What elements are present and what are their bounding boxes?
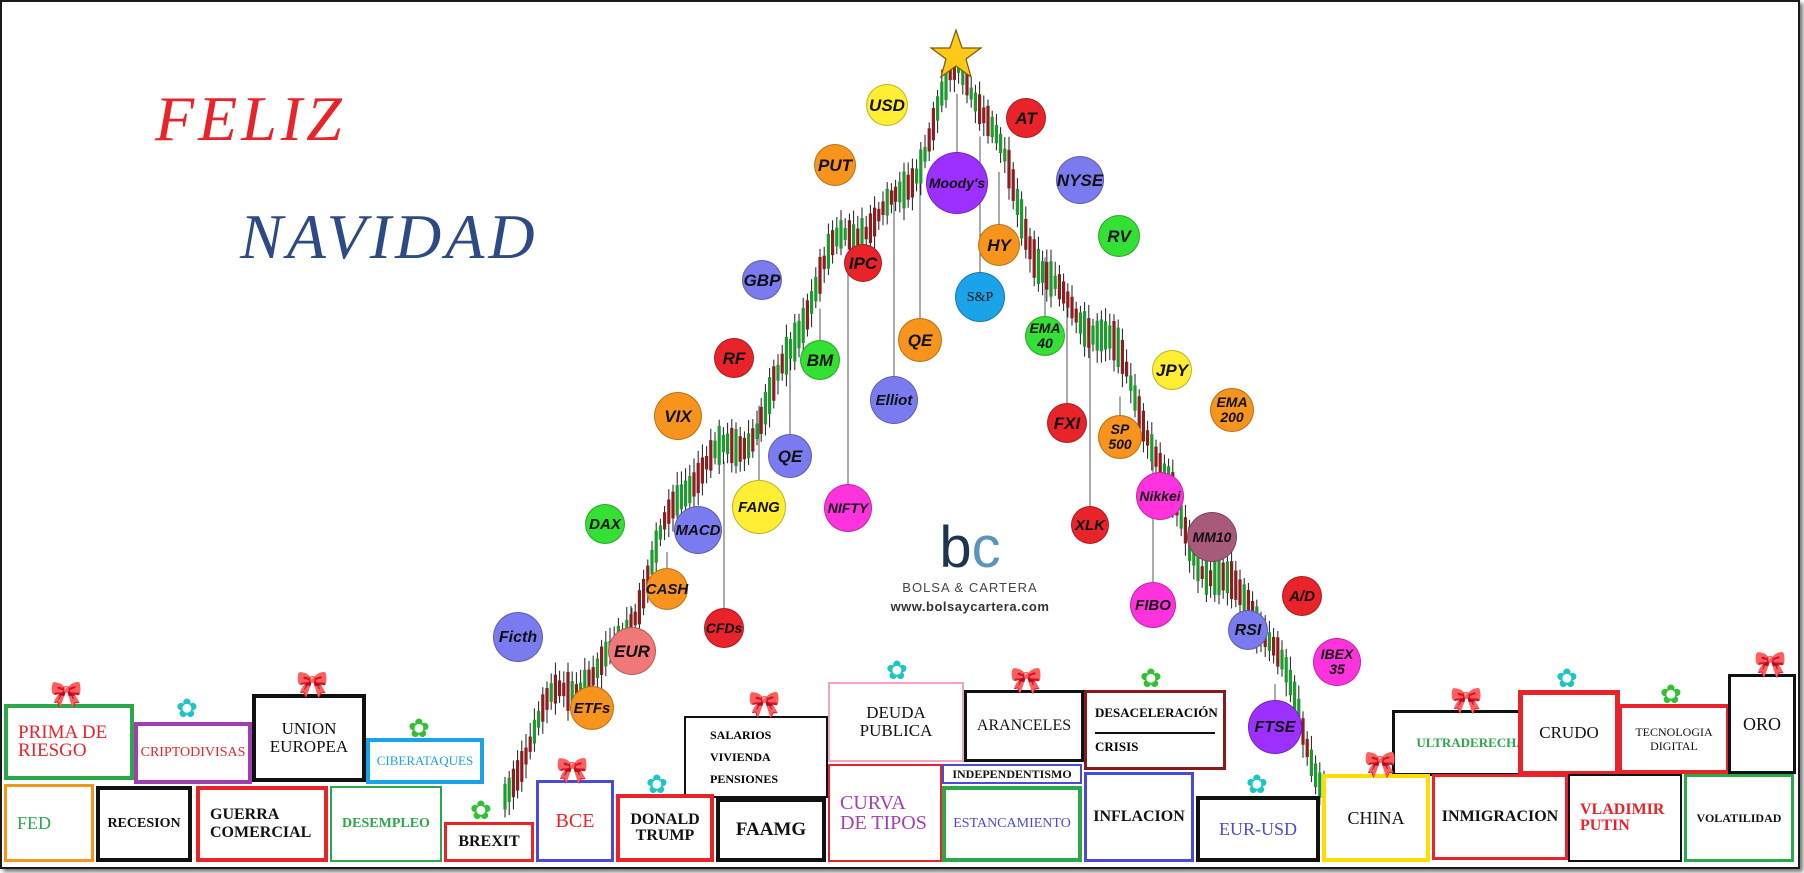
ornament-ball: QE [898,318,942,362]
gift-box: INMIGRACION [1432,774,1568,860]
logo-mark: bc [939,515,1001,580]
gift-bow-icon: ✿ [176,694,198,723]
gift-line: PENSIONES [710,772,779,786]
ornament-ball: EUR [608,627,656,675]
gift-bow-icon: 🎀 [1754,650,1787,679]
gift-box: BREXIT [444,822,534,862]
gift-box: CIBERATAQUES [366,738,484,784]
ornament-ball: Nikkei [1136,472,1184,520]
ornament-ball: FTSE [1248,700,1302,754]
gift-box: DESEMPLEO [330,786,442,862]
gift-box: VLADIMIR PUTIN [1568,774,1682,862]
ornament-ball: Moody's [926,152,988,214]
gift-box: DONALD TRUMP [616,794,714,862]
gift-bow-icon: ✿ [1660,680,1682,709]
gift-bow-icon: ✿ [470,796,492,825]
ornament-ball: VIX [654,392,702,440]
gift-box: CURVA DE TIPOS [828,764,942,862]
ornament-ball: FANG [732,480,786,534]
gift-box: TECNOLOGIA DIGITAL [1618,704,1730,774]
gift-bow-icon: 🎀 [296,670,329,699]
gift-box: RECESION [96,786,192,862]
ornament-ball: USD [866,84,908,126]
gift-box: EUR-USD [1196,796,1320,862]
ornament-ball: SP 500 [1098,415,1142,459]
ornament-ball: Ficth [493,612,543,662]
ornament-ball: GBP [742,260,782,300]
star-icon [929,28,983,79]
ornament-ball: RSI [1228,610,1268,650]
ornament-ball: FXI [1047,403,1087,443]
gift-box: CRUDO [1518,690,1620,776]
ornament-ball: JPY [1152,350,1192,390]
ornament-ball: EMA 200 [1210,388,1254,432]
greeting-feliz: FELIZ [155,83,346,154]
gift-bow-icon: 🎀 [556,756,589,785]
ornament-ball: DAX [585,504,625,544]
gift-box: CRIPTODIVISAS [134,722,252,784]
ornament-ball: A/D [1282,576,1322,616]
ornament-ball: NYSE [1056,156,1104,204]
gift-bow-icon: 🎀 [748,690,781,719]
gift-box: GUERRA COMERCIAL [196,786,328,862]
gift-box-stack: DESACELERACIÓN CRISIS [1084,690,1226,770]
gift-box: INDEPENDENTISMO [942,764,1082,784]
gift-bow-icon: 🎀 [1364,750,1397,779]
gift-bow-icon: ✿ [1140,664,1162,693]
gift-line: SALARIOS [710,728,772,742]
ornament-ball: AT [1006,98,1046,138]
gift-bow-icon: ✿ [1556,664,1578,693]
gift-line: VIVIENDA [710,750,771,764]
gift-box: UNION EUROPEA [252,694,366,782]
gift-box: ESTANCAMIENTO [942,786,1082,862]
gift-box: FAAMG [716,798,826,862]
gift-line: CRISIS [1095,732,1215,756]
ornament-ball: QE [768,434,812,478]
ornament-ball: CASH [646,568,688,610]
gift-box: PRIMA DE RIESGO [4,704,134,780]
ornament-ball: PUT [814,144,856,186]
greeting-navidad: NAVIDAD [240,201,539,272]
gift-box: ARANCELES [964,690,1084,762]
gift-box: CHINA [1322,774,1430,862]
ornament-ball: RF [714,338,754,378]
logo-brand: BOLSA & CARTERA [902,580,1038,595]
ornament-ball: MACD [674,506,722,554]
gift-box: BCE [536,780,614,862]
gift-bow-icon: 🎀 [1450,686,1483,715]
logo-url: www.bolsaycartera.com [890,599,1050,614]
ornament-ball: XLK [1071,506,1109,544]
gift-bow-icon: 🎀 [50,680,83,709]
gift-box: FED [4,784,94,862]
ornament-ball: FIBO [1130,582,1176,628]
ornament-ball: IBEX 35 [1313,638,1361,686]
gift-box: INFLACION [1084,772,1194,862]
gift-line: DESACELERACIÓN [1095,705,1218,720]
gift-box: ORO [1728,674,1796,774]
ornament-ball: S&P [955,272,1005,322]
ornament-ball: MM10 [1187,512,1237,562]
ornament-ball: NIFTY [824,484,872,532]
gift-bow-icon: ✿ [886,656,908,685]
gift-box: DEUDA PUBLICA [828,682,964,762]
ornament-ball: ETFs [570,686,614,730]
gift-bow-icon: ✿ [646,770,668,799]
gift-bow-icon: ✿ [1246,770,1268,799]
ornament-ball: Elliot [870,376,918,424]
ornament-ball: CFDs [704,608,744,648]
ornament-ball: RV [1098,215,1140,257]
gift-box: VOLATILIDAD [1684,774,1794,862]
gift-bow-icon: 🎀 [1010,666,1043,695]
gift-box-stack: SALARIOS VIVIENDA PENSIONES [684,716,828,798]
bolsa-cartera-logo: bc BOLSA & CARTERA www.bolsaycartera.com [880,515,1060,615]
gift-bow-icon: ✿ [408,714,430,743]
ornament-ball: BM [800,340,840,380]
ornament-ball: EMA 40 [1025,316,1065,356]
ornament-ball: HY [978,224,1020,266]
ornament-ball: IPC [844,244,882,282]
